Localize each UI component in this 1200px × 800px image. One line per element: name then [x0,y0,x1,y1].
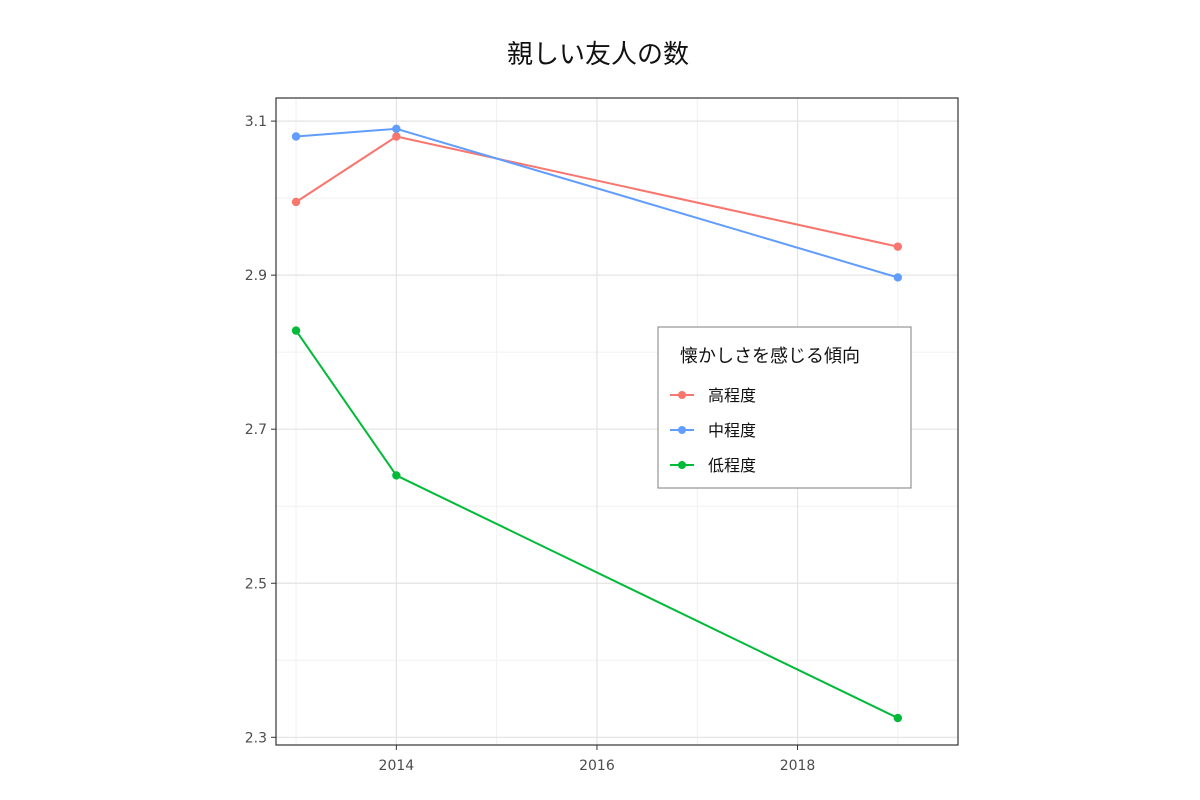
series-2 [291,124,903,282]
data-point [291,197,301,207]
legend-item: 高程度 [670,386,756,405]
data-point [392,124,401,134]
y-tick-label: 2.3 [245,730,267,746]
legend-label: 中程度 [708,421,756,440]
legend-marker [678,461,686,469]
chart-title: 親しい友人の数 [507,40,689,70]
y-tick-label: 2.5 [245,576,267,592]
data-point [291,132,301,141]
data-point [392,132,401,141]
legend-item: 低程度 [670,456,756,475]
legend-label: 低程度 [708,456,756,475]
legend-box [657,326,912,489]
y-tick-label: 2.9 [245,268,267,284]
x-tick-label: 2014 [379,758,415,774]
data-point [392,471,401,480]
series-1 [291,132,903,251]
legend-item: 中程度 [670,421,756,440]
data-point [291,326,301,335]
x-tick-label: 2016 [579,758,615,774]
x-tick-label: 2018 [780,758,816,774]
data-point [893,713,903,723]
data-point [893,273,903,282]
y-tick-label: 2.7 [245,422,267,438]
legend-marker [678,426,686,434]
legend-label: 高程度 [708,386,756,405]
legend-title: 懐かしさを感じる傾向 [680,346,860,367]
data-point [893,242,903,251]
plot-border [275,97,959,746]
series-3 [291,326,903,723]
y-tick-label: 3.1 [245,114,267,130]
legend-marker [678,391,686,399]
